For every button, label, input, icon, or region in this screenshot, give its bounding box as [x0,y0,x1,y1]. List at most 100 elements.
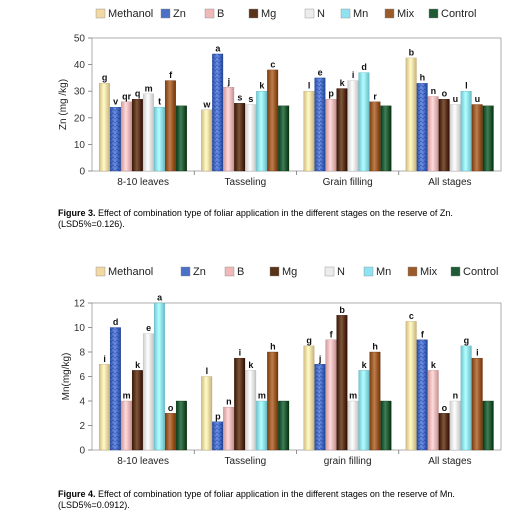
legend-swatch-n [304,8,315,19]
y-tick-label: 50 [74,34,86,45]
legend-item-b: B [224,266,244,278]
bar-mn-8-10-leaves [153,107,165,172]
bar-label-b-tasseling: n [226,397,232,407]
bar-label-mg-tasseling: i [239,348,242,358]
bar-b-tasseling [223,87,235,172]
legend-swatch-b [204,8,215,19]
y-tick-label: 12 [74,299,86,310]
bar-label-mg-tasseling: s [237,93,242,103]
x-category-label: 8-10 leaves [117,456,169,467]
bar-label-n-tasseling: k [248,360,254,370]
bar-label-b-tasseling: j [227,77,231,87]
bar-label-mg-grain-filling: b [339,305,345,315]
legend-swatch-mg [248,8,259,19]
bar-label-n-grain-filling: m [349,391,357,401]
legend-item-methanol: Methanol [95,8,153,20]
bar-label-methanol-grain-filling: l [308,81,311,91]
bar-label-methanol-tasseling: l [206,366,209,376]
bar-label-methanol-8-10-leaves: i [103,354,106,364]
legend-swatch-n [324,266,335,277]
legend-item-zn: Zn [180,266,206,278]
mn-chart: Methanol Zn B Mg N Mn Mix Control 0 2 4 6 8 10 12 Mn(mg… [61,266,502,467]
bar-texture-zn-8-10-leaves [110,107,121,171]
bar-mg-grain-filling [336,88,348,172]
legend-item-n: N [304,8,325,20]
bar-b-all-stages [427,96,439,172]
legend-item-mix: Mix [407,266,438,278]
y-tick-label: 8 [79,348,85,359]
legend-label-n: N [337,266,345,278]
legend-label-b: B [217,8,224,20]
y-tick-label: 30 [74,87,86,98]
bar-n-all-stages [449,104,461,172]
legend-label-methanol: Methanol [108,266,153,278]
x-category-label: All stages [428,456,471,467]
bar-mg-tasseling [234,103,246,172]
y-tick-label: 10 [74,323,86,334]
bar-n-tasseling [245,370,257,451]
bar-label-b-8-10-leaves: m [123,391,131,401]
legend-swatch-mix [384,8,395,19]
y-axis: 0 10 20 30 40 50 [74,34,92,178]
bar-label-mg-grain-filling: k [340,78,346,88]
bar-texture-zn-8-10-leaves [110,327,121,450]
bar-mix-grain-filling [369,101,381,172]
y-tick-label: 4 [79,397,85,408]
bar-mix-all-stages [471,357,483,451]
bar-methanol-grain-filling [303,345,315,451]
legend-swatch-zn [180,266,191,277]
x-category-label: grain filling [324,456,372,467]
bar-label-mn-8-10-leaves: t [158,97,161,107]
bar-methanol-grain-filling [303,91,315,172]
bar-mix-tasseling [267,69,279,172]
bar-label-mn-tasseling: k [259,81,265,91]
bar-label-mix-tasseling: h [270,342,276,352]
bar-label-n-grain-filling: i [352,70,355,80]
y-axis: 0 2 4 6 8 10 12 [74,299,92,457]
bar-label-n-all-stages: n [453,391,459,401]
bar-label-zn-grain-filling: e [318,67,323,77]
bar-mg-8-10-leaves [131,370,143,451]
bar-mg-8-10-leaves [131,99,143,172]
bar-mg-tasseling [234,357,246,451]
y-tick-label: 0 [79,446,85,457]
bar-mix-grain-filling [369,351,381,451]
legend-item-mg: Mg [248,8,276,20]
x-category-label: 8-10 leaves [117,177,169,188]
bar-label-mg-8-10-leaves: q [135,89,141,99]
bar-control-all-stages [482,105,494,172]
legend-swatch-mn [340,8,351,19]
bar-methanol-all-stages [405,57,417,172]
legend-swatch-methanol [95,8,106,19]
bar-label-b-8-10-leaves: qr [122,91,131,101]
legend-item-zn: Zn [160,8,186,20]
bar-control-tasseling [278,400,290,451]
bar-n-grain-filling [347,80,359,172]
legend-swatch-zn [160,8,171,19]
bar-label-zn-all-stages: f [421,329,425,339]
bar-label-mn-8-10-leaves: a [157,293,163,303]
y-tick-label: 40 [74,60,86,71]
bar-label-mn-tasseling: m [258,391,266,401]
bar-n-8-10-leaves [142,333,154,451]
bar-label-mg-all-stages: o [442,89,448,99]
bar-mn-grain-filling [358,370,370,451]
bar-b-all-stages [427,370,439,451]
y-tick-label: 2 [79,421,85,432]
bar-label-mn-all-stages: l [465,81,468,91]
bar-b-8-10-leaves [120,400,132,451]
bar-b-tasseling [223,406,235,451]
bar-label-n-8-10-leaves: m [145,83,153,93]
bar-mn-tasseling [256,400,268,451]
bar-label-methanol-all-stages: b [409,47,415,57]
bar-methanol-8-10-leaves [98,364,110,451]
legend-label-mix: Mix [397,8,415,20]
bar-label-zn-grain-filling: j [318,354,322,364]
bar-label-n-tasseling: s [248,94,253,104]
bar-label-mg-8-10-leaves: k [135,360,141,370]
figure-3-caption-text: Effect of combination type of foliar app… [58,208,453,229]
legend-label-mn: Mn [353,8,368,20]
bar-label-mg-all-stages: o [442,403,448,413]
bar-mg-grain-filling [336,315,348,451]
x-category-label: All stages [428,177,471,188]
